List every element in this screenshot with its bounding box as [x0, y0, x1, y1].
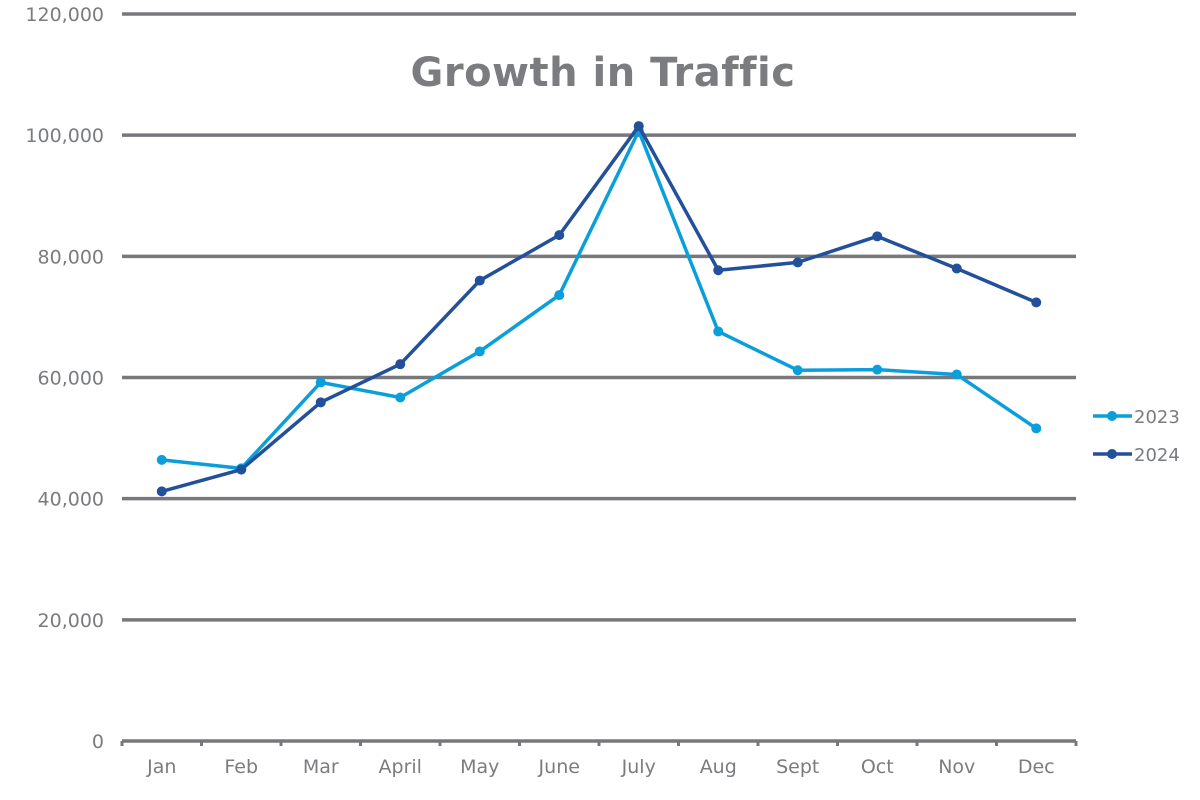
- x-axis: Jan Feb Mar April May June July Aug Sept Oct Nov De…: [120, 739, 1078, 778]
- data-point-marker: [554, 230, 565, 241]
- legend-label: 2024: [1134, 445, 1180, 466]
- data-point-marker: [792, 257, 803, 268]
- data-point-marker: [315, 397, 326, 408]
- data-point-marker: [236, 464, 247, 475]
- legend-marker-icon: [1107, 449, 1117, 459]
- legend-marker-icon: [1107, 411, 1117, 421]
- legend: 2023 2024: [1093, 407, 1180, 466]
- y-tick-label: 80,000: [38, 246, 104, 268]
- data-point-marker: [156, 486, 167, 497]
- data-point-marker: [156, 454, 167, 465]
- x-tick-label: Aug: [700, 756, 737, 778]
- data-point-marker: [872, 364, 883, 375]
- legend-item-2024: 2024: [1093, 445, 1180, 466]
- y-axis-labels: 0 20,000 40,000 60,000 80,000 100,000 120,000: [25, 4, 104, 753]
- data-point-marker: [315, 377, 326, 388]
- x-tick-label: April: [379, 756, 422, 778]
- data-point-marker: [474, 346, 485, 357]
- x-tick-label: Sept: [776, 756, 819, 778]
- y-tick-label: 60,000: [38, 368, 104, 390]
- x-tick-label: Oct: [861, 756, 894, 778]
- y-tick-label: 100,000: [25, 125, 104, 147]
- data-point-marker: [951, 369, 962, 380]
- x-tick-label: Jan: [146, 756, 176, 778]
- x-tick-label: Mar: [303, 756, 339, 778]
- data-point-marker: [713, 326, 724, 337]
- data-point-marker: [1031, 423, 1042, 434]
- data-point-marker: [1031, 297, 1042, 308]
- legend-label: 2023: [1134, 407, 1180, 428]
- x-tick-label: Feb: [224, 756, 258, 778]
- legend-item-2023: 2023: [1093, 407, 1180, 428]
- data-point-marker: [713, 265, 724, 276]
- series-lines: [156, 121, 1042, 497]
- y-tick-label: 40,000: [38, 489, 104, 511]
- data-point-marker: [951, 263, 962, 274]
- x-tick-label: Nov: [938, 756, 975, 778]
- x-tick-label: June: [538, 756, 580, 778]
- y-tick-label: 0: [92, 731, 104, 753]
- data-point-marker: [792, 365, 803, 376]
- data-point-marker: [872, 231, 883, 242]
- y-tick-label: 120,000: [25, 4, 104, 26]
- gridlines: [122, 12, 1076, 622]
- series-2024: [156, 121, 1042, 497]
- data-point-marker: [474, 275, 485, 286]
- x-tick-label: July: [621, 756, 656, 778]
- y-tick-label: 20,000: [38, 610, 104, 632]
- data-point-marker: [554, 290, 565, 301]
- series-line: [161, 129, 1038, 471]
- chart-title: Growth in Traffic: [411, 50, 796, 96]
- series-line: [161, 124, 1037, 494]
- data-point-marker: [633, 121, 644, 132]
- data-point-marker: [395, 392, 406, 403]
- x-tick-label: May: [460, 756, 499, 778]
- x-tick-label: Dec: [1018, 756, 1055, 778]
- data-point-marker: [395, 359, 406, 370]
